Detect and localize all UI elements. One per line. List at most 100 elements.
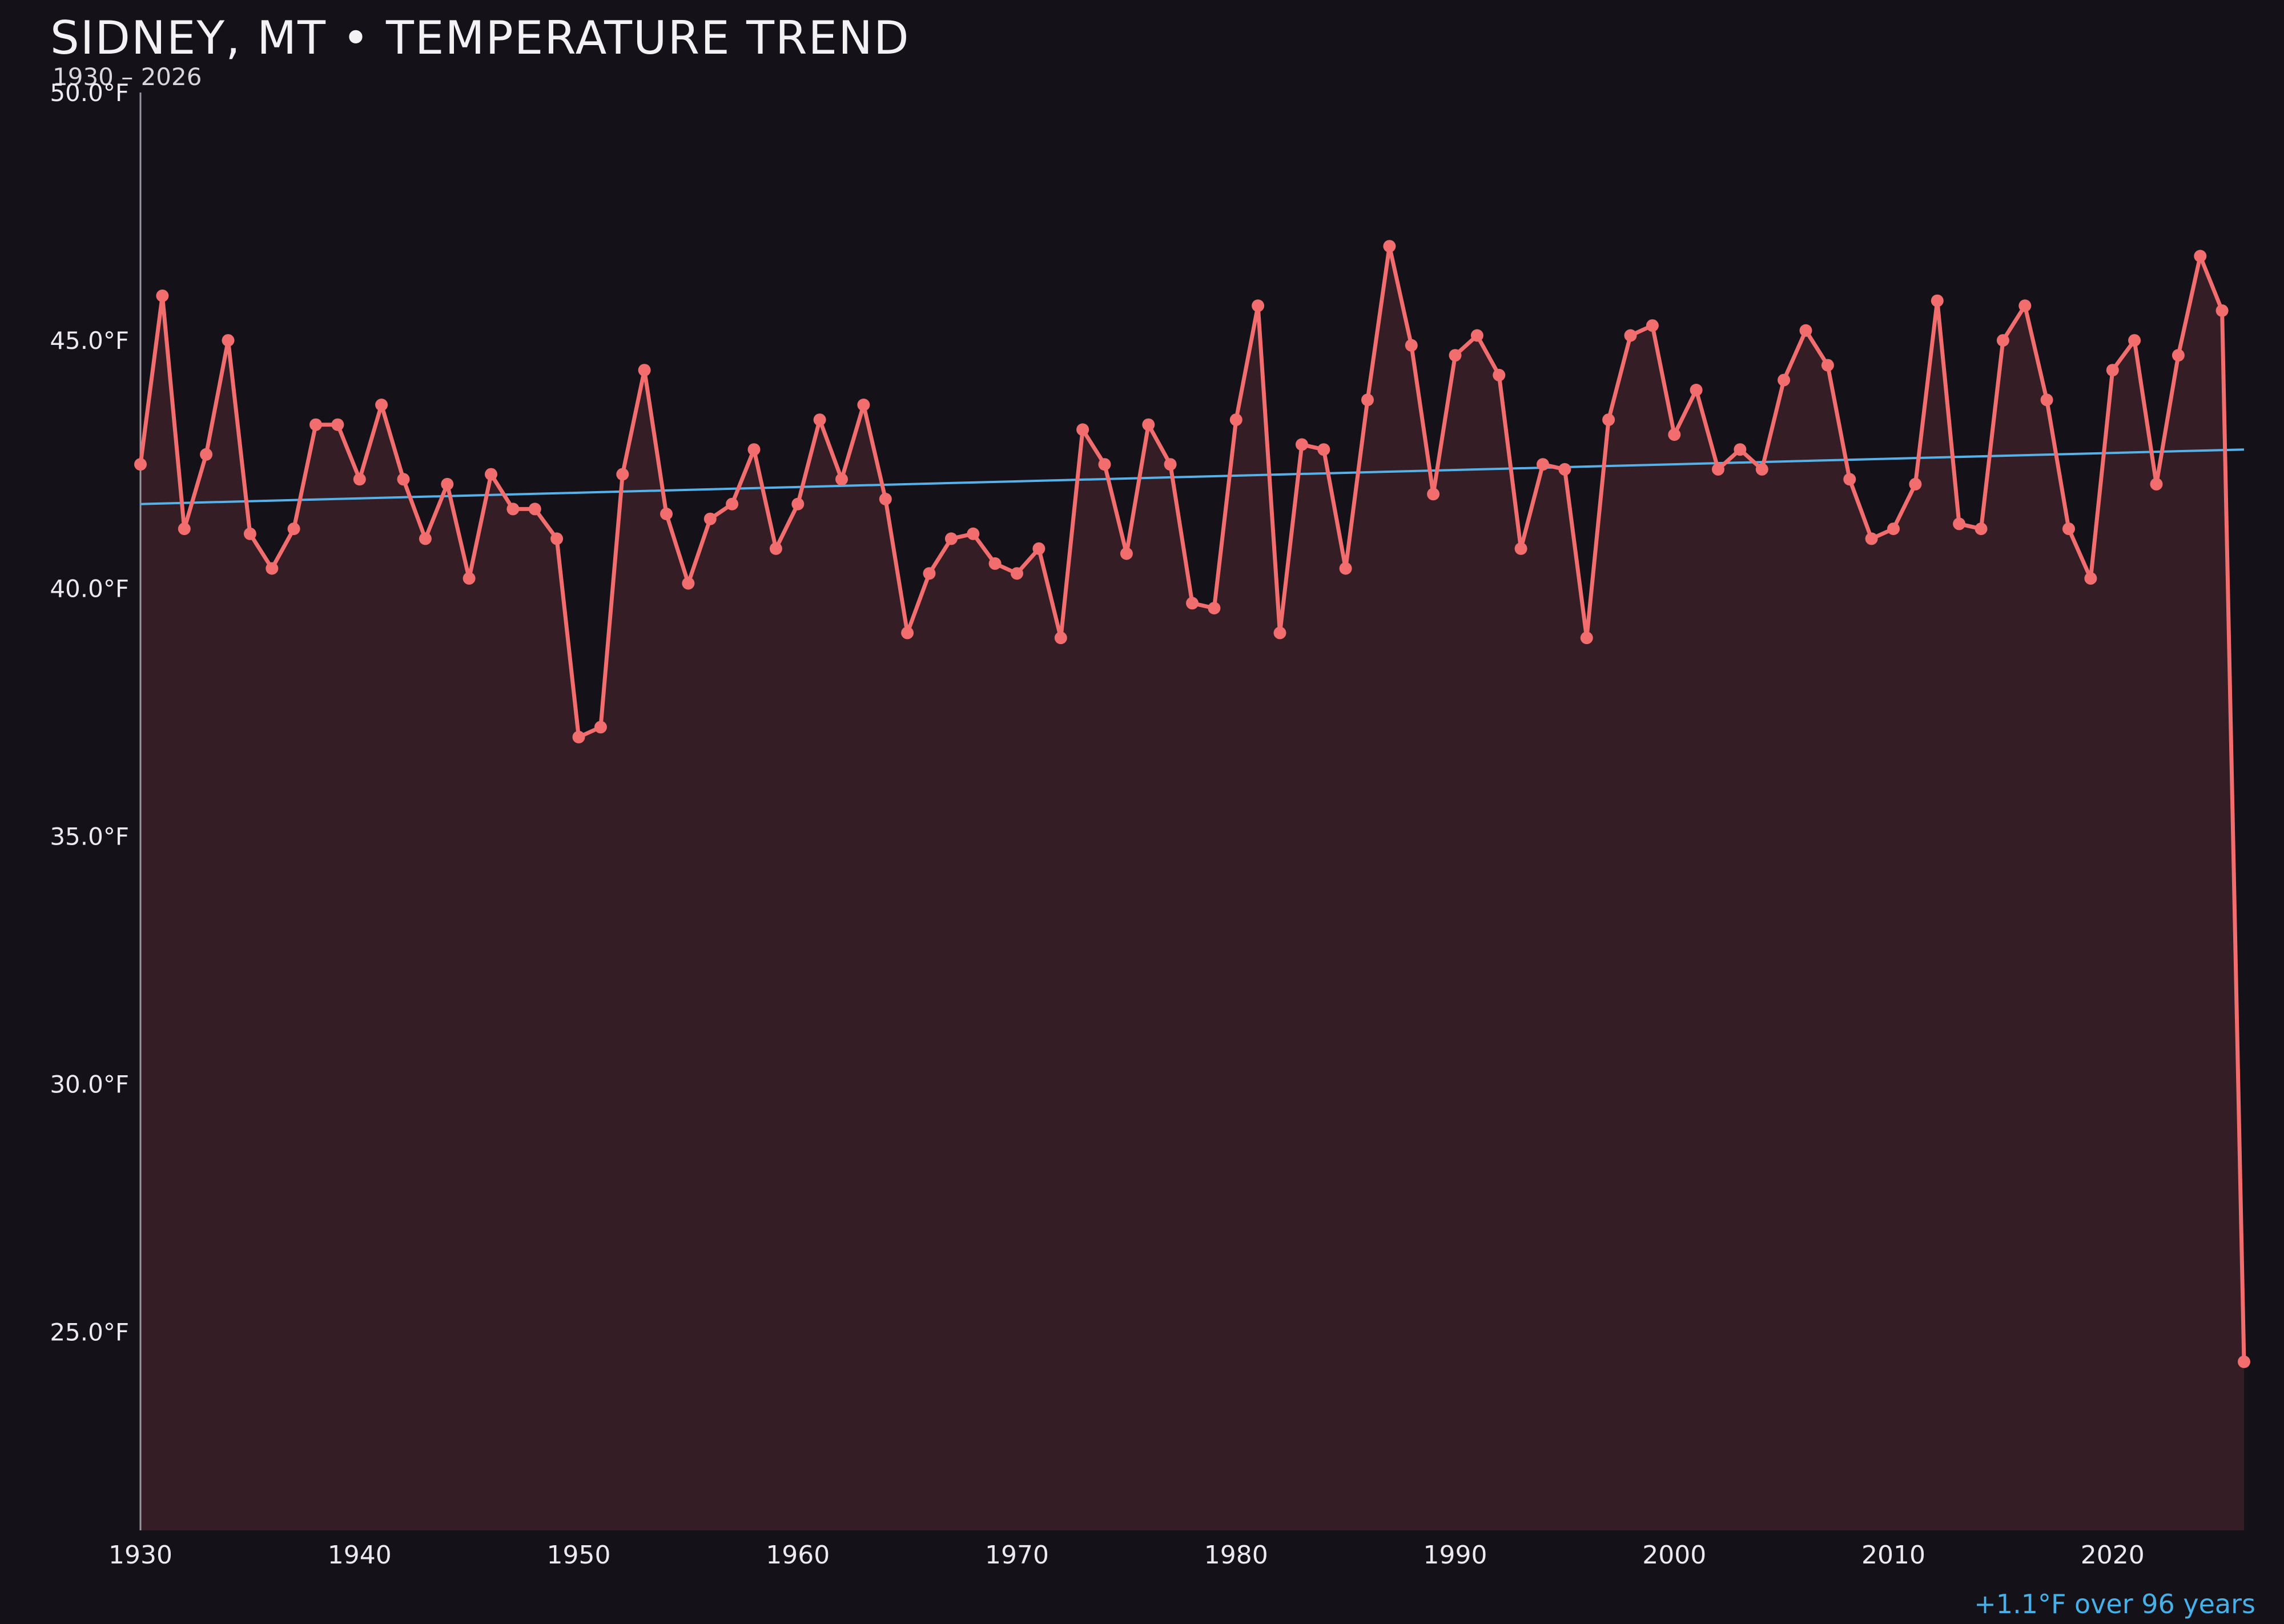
- data-point-marker: [1558, 463, 1571, 476]
- data-point-marker: [2150, 477, 2163, 491]
- data-point-marker: [1646, 319, 1659, 332]
- data-point-marker: [1470, 329, 1483, 342]
- trend-line: [140, 448, 2245, 505]
- data-point-marker: [2128, 334, 2141, 347]
- data-point-marker: [2106, 364, 2119, 377]
- x-tick-label: 1950: [547, 1541, 611, 1570]
- data-point-marker: [1865, 532, 1878, 545]
- x-tick-label: 1960: [766, 1541, 830, 1570]
- data-point-marker: [1602, 413, 1615, 427]
- data-point-marker: [2238, 1355, 2250, 1368]
- x-tick-label: 1970: [985, 1541, 1049, 1570]
- data-point-marker: [1821, 359, 1834, 372]
- x-tick-label: 1940: [328, 1541, 392, 1570]
- data-point-marker: [857, 399, 870, 411]
- data-point-marker: [1208, 602, 1221, 614]
- data-point-marker: [2018, 299, 2032, 312]
- data-point-marker: [835, 473, 848, 486]
- data-point-marker: [353, 473, 366, 486]
- data-point-marker: [2172, 349, 2185, 362]
- data-point-marker: [1361, 393, 1374, 407]
- data-point-marker: [1975, 522, 1988, 536]
- data-point-marker: [747, 443, 761, 456]
- y-tick-label: 35.0°F: [50, 822, 129, 850]
- data-point-marker: [397, 473, 410, 486]
- data-point-marker: [1909, 477, 1922, 491]
- y-tick-label: 40.0°F: [50, 574, 129, 602]
- data-point-marker: [1076, 423, 1089, 436]
- data-point-marker: [2062, 522, 2075, 536]
- data-point-marker: [1252, 299, 1265, 312]
- data-point-marker: [923, 567, 936, 580]
- data-point-marker: [266, 562, 279, 575]
- data-point-marker: [1011, 567, 1023, 580]
- data-point-marker: [2194, 250, 2207, 263]
- data-point-marker: [572, 730, 585, 743]
- data-point-marker: [1229, 413, 1242, 427]
- data-point-marker: [331, 418, 344, 431]
- x-tick-label: 1930: [108, 1541, 172, 1570]
- data-point-marker: [901, 626, 914, 640]
- y-tick-label: 50.0°F: [50, 79, 129, 107]
- data-point-marker: [1317, 443, 1330, 456]
- data-point-marker: [156, 290, 169, 302]
- data-point-marker: [463, 572, 476, 585]
- data-point-marker: [200, 448, 213, 461]
- data-point-marker: [1427, 488, 1440, 501]
- data-point-marker: [1449, 349, 1462, 362]
- data-point-marker: [485, 468, 497, 481]
- data-point-marker: [1098, 458, 1111, 471]
- data-point-marker: [1142, 418, 1155, 431]
- data-point-marker: [879, 493, 892, 505]
- data-point-marker: [944, 532, 958, 545]
- data-point-marker: [1931, 294, 1944, 307]
- data-point-marker: [1295, 438, 1308, 451]
- x-tick-label: 1990: [1424, 1541, 1487, 1570]
- y-tick-label: 25.0°F: [50, 1319, 129, 1346]
- data-point-marker: [1953, 517, 1966, 530]
- data-point-marker: [594, 721, 607, 734]
- data-point-marker: [769, 542, 782, 555]
- data-point-marker: [726, 497, 739, 510]
- data-point-marker: [988, 557, 1002, 570]
- data-point-marker: [967, 527, 980, 540]
- data-point-marker: [1273, 626, 1286, 640]
- page-title: SIDNEY, MT • TEMPERATURE TREND: [50, 11, 910, 65]
- data-point-marker: [1580, 632, 1593, 645]
- data-point-marker: [1120, 547, 1133, 560]
- y-tick-label: 30.0°F: [50, 1071, 129, 1099]
- trend-delta-annotation: +1.1°F over 96 years: [1974, 1589, 2255, 1619]
- data-point-marker: [1032, 542, 1046, 555]
- data-point-marker: [1712, 463, 1724, 476]
- y-tick-label: 45.0°F: [50, 327, 129, 355]
- data-point-marker: [1734, 443, 1747, 456]
- data-point-marker: [638, 364, 651, 377]
- data-point-marker: [506, 503, 520, 516]
- data-point-marker: [2040, 393, 2053, 407]
- data-point-marker: [287, 522, 300, 536]
- data-point-marker: [528, 503, 541, 516]
- data-point-marker: [616, 468, 629, 481]
- data-point-marker: [1799, 324, 1812, 337]
- data-point-marker: [243, 527, 256, 540]
- data-point-marker: [1996, 334, 2009, 347]
- series-area-fill: [140, 246, 2244, 1531]
- data-point-marker: [134, 458, 147, 471]
- data-point-marker: [1186, 597, 1199, 610]
- data-point-marker: [419, 532, 432, 545]
- data-point-marker: [660, 508, 673, 520]
- data-point-marker: [1668, 428, 1681, 441]
- data-point-marker: [1493, 368, 1506, 381]
- data-point-marker: [1537, 458, 1549, 471]
- data-point-marker: [1778, 373, 1791, 387]
- data-point-marker: [1843, 473, 1856, 486]
- page-subtitle: 1930 – 2026: [53, 63, 202, 91]
- data-point-marker: [1887, 522, 1900, 536]
- data-point-marker: [2084, 572, 2097, 585]
- x-tick-label: 2020: [2081, 1541, 2145, 1570]
- data-point-marker: [309, 418, 322, 431]
- data-point-marker: [682, 577, 695, 590]
- data-point-marker: [1755, 463, 1768, 476]
- x-tick-label: 2010: [1861, 1541, 1925, 1570]
